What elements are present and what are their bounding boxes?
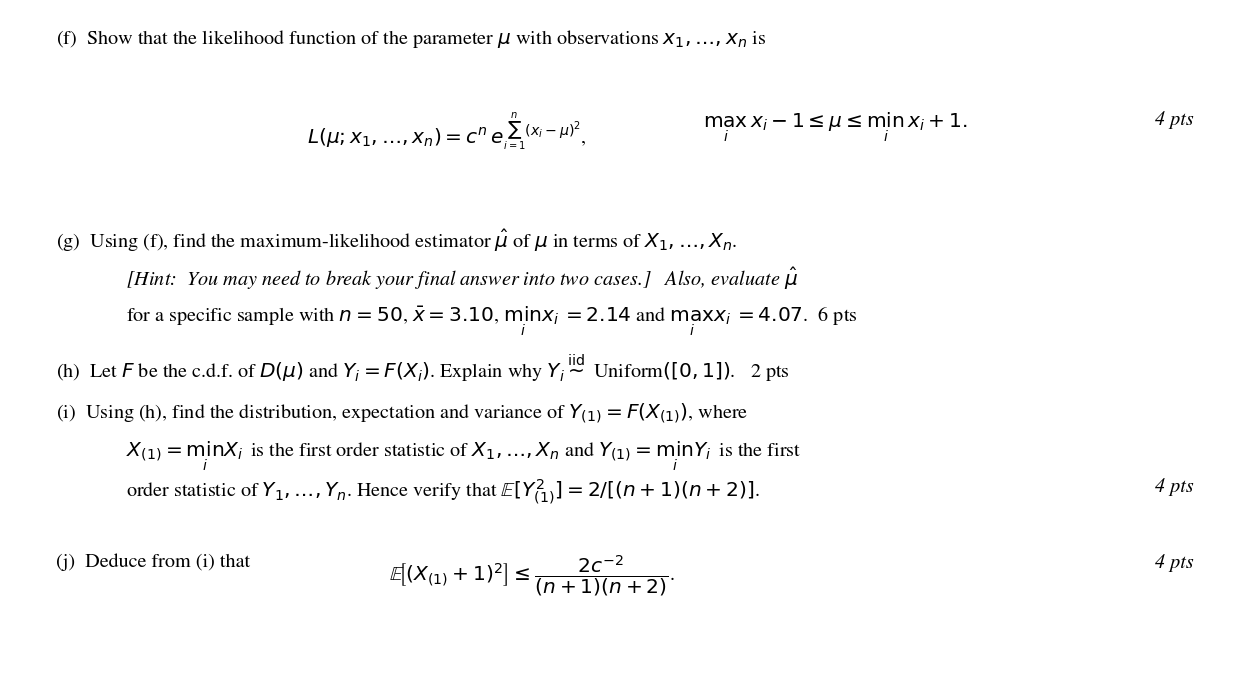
Text: (f)  Show that the likelihood function of the parameter $\mu$ with observations : (f) Show that the likelihood function of… (56, 28, 767, 50)
Text: (h)  Let $F$ be the c.d.f. of $D(\mu)$ and $Y_i = F(X_i)$. Explain why $Y_i \ove: (h) Let $F$ be the c.d.f. of $D(\mu)$ an… (56, 353, 791, 385)
Text: for a specific sample with $n = 50$, $\bar{x} = 3.10$, $\min_i x_i = 2.14$ and $: for a specific sample with $n = 50$, $\b… (126, 304, 857, 338)
Text: (g)  Using (f), find the maximum-likelihood estimator $\hat{\mu}$ of $\mu$ in te: (g) Using (f), find the maximum-likeliho… (56, 228, 738, 255)
Text: (i)  Using (h), find the distribution, expectation and variance of $Y_{(1)} = F(: (i) Using (h), find the distribution, ex… (56, 401, 749, 425)
Text: $L(\mu; x_1, \ldots, x_n) = c^n\, e^{\sum_{i=1}^{n}(x_i-\mu)^2}$,: $L(\mu; x_1, \ldots, x_n) = c^n\, e^{\su… (307, 111, 587, 153)
Text: 4 pts: 4 pts (1155, 477, 1194, 496)
Text: (j)  Deduce from (i) that: (j) Deduce from (i) that (56, 554, 251, 572)
Text: 4 pts: 4 pts (1155, 554, 1194, 572)
Text: $\underset{i}{\max}\, x_i - 1 \leq \mu \leq \underset{i}{\min}\, x_i + 1.$: $\underset{i}{\max}\, x_i - 1 \leq \mu \… (703, 111, 968, 144)
Text: order statistic of $Y_1, \ldots, Y_n$. Hence verify that $\mathbb{E}[Y_{(1)}^2] : order statistic of $Y_1, \ldots, Y_n$. H… (126, 477, 759, 506)
Text: [Hint:  You may need to break your final answer into two cases.]   Also, evaluat: [Hint: You may need to break your final … (126, 266, 797, 293)
Text: $\mathbb{E}\!\left[(X_{(1)} + 1)^2\right] \leq \dfrac{2c^{-2}}{(n+1)(n+2)}$.: $\mathbb{E}\!\left[(X_{(1)} + 1)^2\right… (389, 554, 675, 599)
Text: 4 pts: 4 pts (1155, 111, 1194, 129)
Text: $X_{(1)} = \min_i X_i$ is the first order statistic of $X_1, \ldots, X_n$ and $Y: $X_{(1)} = \min_i X_i$ is the first orde… (126, 439, 801, 473)
